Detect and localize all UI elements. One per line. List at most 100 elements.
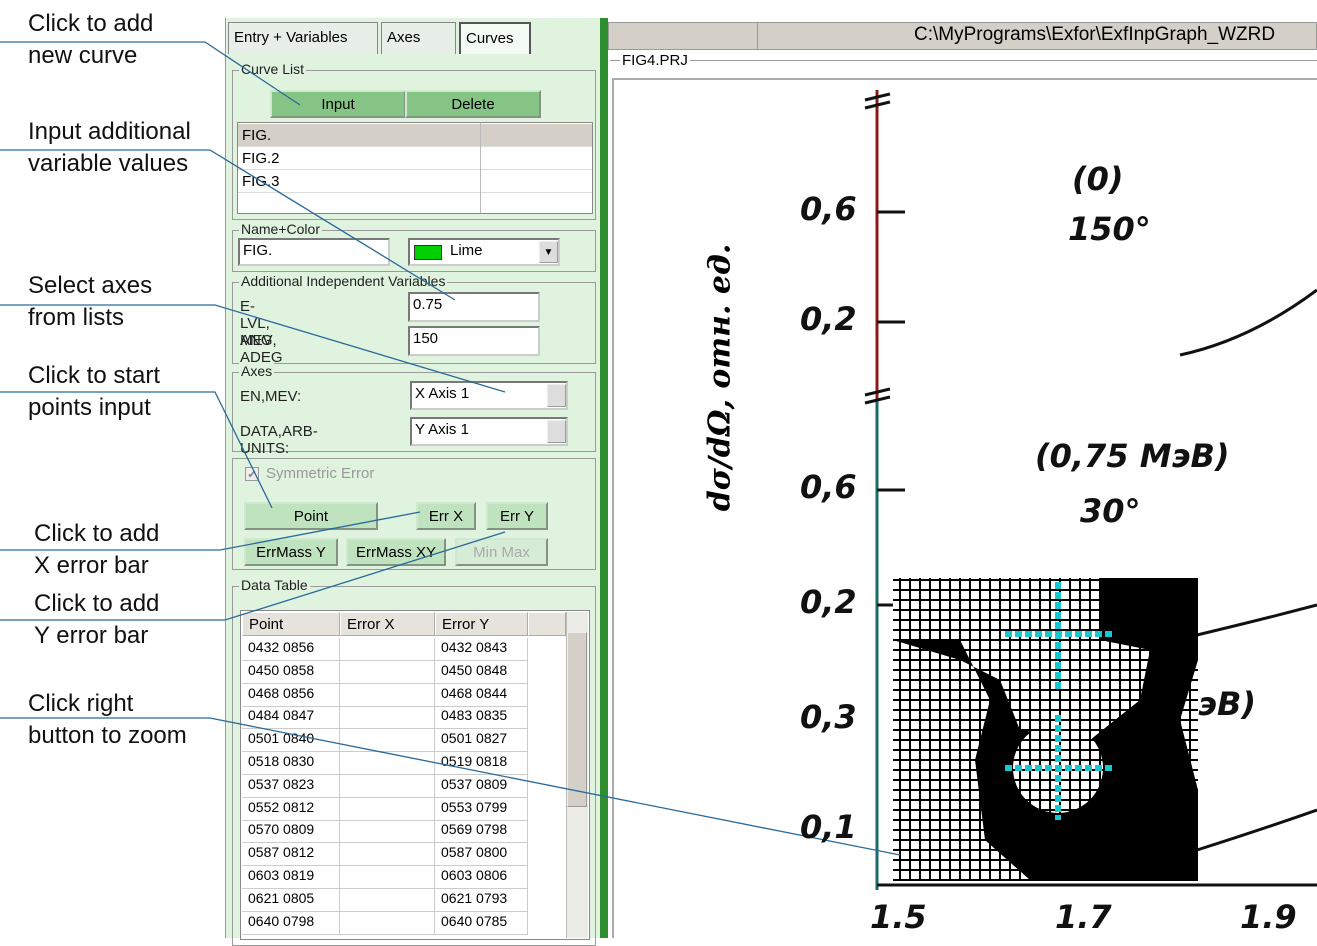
checkbox[interactable]: ✔ (245, 467, 259, 481)
y-label: 0,2 (800, 300, 857, 338)
annotation: Y error bar (34, 620, 148, 652)
cell-empty (340, 798, 435, 821)
cell[interactable]: 0484 0847 (242, 706, 340, 729)
cell[interactable]: 0587 0812 (242, 843, 340, 866)
column-divider (480, 123, 481, 213)
panel-label: 30° (1080, 492, 1141, 530)
button[interactable]: ErrMass Y (244, 538, 338, 566)
annotation: points input (28, 392, 151, 424)
cell[interactable]: 0483 0835 (435, 706, 528, 729)
variable-input[interactable]: 150 (408, 326, 540, 356)
cell[interactable]: 0450 0858 (242, 661, 340, 684)
cell[interactable]: 0501 0827 (435, 729, 528, 752)
cell-empty (340, 912, 435, 935)
dropdown-arrow (547, 384, 566, 407)
axis-label: EN,MEV: (240, 388, 301, 405)
tab[interactable]: Entry + Variables (228, 22, 378, 54)
annotation: Click right (28, 688, 133, 720)
cell[interactable]: 0432 0843 (435, 638, 528, 661)
y-label: 0,6 (800, 468, 857, 506)
cell-empty (340, 866, 435, 889)
y-axis-label: dσ/dΩ, отн. ед. (703, 228, 738, 528)
cell[interactable]: 0621 0805 (242, 889, 340, 912)
column-header[interactable]: Error Y (435, 612, 528, 636)
cell[interactable]: 0501 0840 (242, 729, 340, 752)
cell-empty (340, 684, 435, 707)
panel-label: эВ) (1198, 685, 1256, 723)
group-title: Additional Independent Variables (239, 273, 447, 289)
x-label: 1.9 (1240, 898, 1297, 936)
button[interactable]: Err Y (486, 502, 548, 530)
tab[interactable]: Curves (459, 22, 531, 54)
divider (757, 22, 758, 50)
name-input[interactable]: FIG. (238, 238, 390, 266)
cell[interactable]: 0468 0844 (435, 684, 528, 707)
cell-empty (340, 706, 435, 729)
curve-row[interactable]: FIG.3 (238, 170, 592, 193)
group-title: Name+Color (239, 221, 322, 237)
axis-label: DATA,ARB-UNITS: (240, 423, 318, 457)
cell[interactable]: 0569 0798 (435, 820, 528, 843)
y-label: 0,3 (800, 698, 857, 736)
variable-input[interactable]: 0.75 (408, 292, 540, 322)
screen: Click to addnew curveInput additionalvar… (0, 0, 1317, 938)
annotation: X error bar (34, 550, 149, 582)
annotation: variable values (28, 148, 188, 180)
column-header[interactable]: Point (242, 612, 340, 636)
cell[interactable]: 0603 0806 (435, 866, 528, 889)
curve-row[interactable]: FIG. (238, 124, 592, 147)
cell[interactable]: 0468 0856 (242, 684, 340, 707)
cell[interactable]: 0432 0856 (242, 638, 340, 661)
dropdown-arrow: ▼ (539, 241, 558, 263)
cell[interactable]: 0570 0809 (242, 820, 340, 843)
button[interactable]: Err X (416, 502, 476, 530)
panel-label: (0,75 МэВ) (1035, 437, 1230, 475)
panel-label: (0) (1072, 160, 1124, 198)
window-title: C:\MyPrograms\Exfor\ExfInpGraph_WZRD (914, 24, 1275, 46)
column-header[interactable]: Error X (340, 612, 435, 636)
cell[interactable]: 0603 0819 (242, 866, 340, 889)
color-swatch (414, 245, 442, 260)
cell[interactable]: 0587 0800 (435, 843, 528, 866)
axis-select[interactable]: Y Axis 1 (410, 417, 568, 446)
cell[interactable]: 0552 0812 (242, 798, 340, 821)
annotation: button to zoom (28, 720, 187, 752)
cell[interactable]: 0537 0809 (435, 775, 528, 798)
curve-row[interactable]: FIG.2 (238, 147, 592, 170)
annotation: Click to start (28, 360, 160, 392)
axis-select[interactable]: X Axis 1 (410, 381, 568, 410)
cell[interactable]: 0640 0798 (242, 912, 340, 935)
input-button[interactable]: Input (270, 90, 406, 118)
project-label: FIG4.PRJ (620, 52, 690, 69)
button[interactable]: ErrMass XY (346, 538, 446, 566)
annotation: Click to add (28, 8, 153, 40)
cell[interactable]: 0518 0830 (242, 752, 340, 775)
cell[interactable]: 0621 0793 (435, 889, 528, 912)
cell[interactable]: 0640 0785 (435, 912, 528, 935)
group-title: Curve List (239, 61, 306, 77)
group-title: Data Table (239, 577, 310, 593)
annotation: Select axes (28, 270, 152, 302)
cell[interactable]: 0519 0818 (435, 752, 528, 775)
cell[interactable]: 0450 0848 (435, 661, 528, 684)
button[interactable]: Min Max (455, 538, 548, 566)
cell-empty (340, 729, 435, 752)
button[interactable]: Point (244, 502, 378, 530)
cell[interactable]: 0537 0823 (242, 775, 340, 798)
cell-empty (340, 752, 435, 775)
scrollbar-thumb[interactable] (567, 632, 587, 807)
tab[interactable]: Axes (381, 22, 456, 54)
dropdown-arrow (547, 420, 566, 443)
delete-button[interactable]: Delete (405, 90, 541, 118)
x-label: 1.5 (870, 898, 927, 936)
column-header (528, 612, 566, 636)
cell[interactable]: 0553 0799 (435, 798, 528, 821)
splitter[interactable] (600, 18, 608, 938)
variable-label: ANG, ADEG (240, 332, 283, 366)
group-title: Axes (239, 363, 274, 379)
y-label: 0,2 (800, 583, 857, 621)
y-label: 0,1 (800, 808, 857, 846)
annotation: Click to add (34, 518, 159, 550)
cell-empty (340, 843, 435, 866)
symmetric-error-label: Symmetric Error (266, 465, 374, 482)
